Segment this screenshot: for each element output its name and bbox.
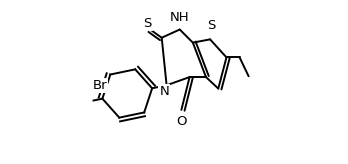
Text: S: S (143, 17, 152, 30)
Text: N: N (159, 85, 169, 98)
Text: NH: NH (170, 11, 190, 24)
Text: Br: Br (93, 79, 107, 92)
Text: S: S (207, 19, 215, 32)
Text: O: O (176, 115, 187, 128)
